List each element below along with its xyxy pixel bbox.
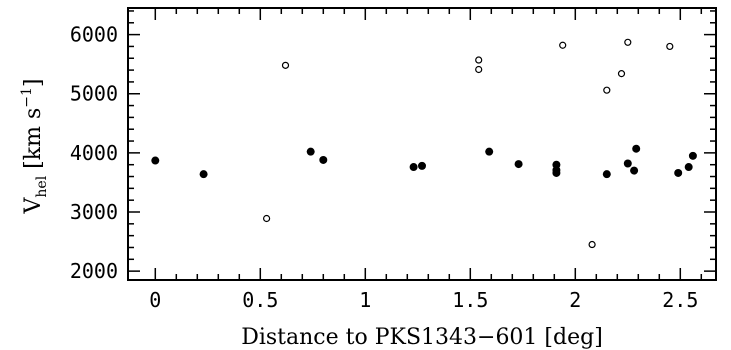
y-axis-units: [km s [21, 108, 46, 176]
x-tick-label: 0.5 [242, 288, 278, 312]
y-tick-label: 3000 [70, 200, 118, 224]
data-point-filled [602, 170, 611, 179]
data-point-open [588, 240, 596, 249]
data-point-open [263, 214, 271, 223]
x-tick-label: 1 [359, 288, 371, 312]
data-point-filled [552, 168, 561, 177]
data-point-filled [418, 161, 426, 170]
data-point-filled [514, 160, 523, 169]
data-point-filled [319, 155, 328, 164]
data-point-open [281, 61, 290, 69]
y-tick-label: 4000 [70, 141, 118, 165]
data-point-open [617, 70, 626, 78]
x-tick-label: 2 [569, 288, 581, 312]
data-point-filled [151, 156, 160, 165]
data-point-filled [630, 166, 639, 175]
x-tick-label: 0 [149, 288, 161, 312]
data-points [151, 38, 697, 249]
x-axis-title: Distance to PKS1343−601 [deg] [241, 325, 603, 350]
data-point-filled [199, 170, 208, 179]
y-tick-label: 5000 [70, 82, 118, 106]
data-point-filled [485, 147, 494, 156]
data-point-filled [623, 159, 632, 168]
y-axis-subscript: hel [34, 175, 50, 197]
axis-tick-labels: 0 0.5 1 1.5 2 2.5 2000 3000 4000 5000 6000 [70, 23, 699, 312]
data-point-filled [674, 168, 683, 177]
x-tick-label: 2.5 [662, 288, 698, 312]
data-point-open [475, 56, 483, 64]
y-axis-superscript: −1 [19, 87, 35, 108]
y-tick-label: 6000 [70, 23, 118, 47]
y-axis-symbol: V [21, 196, 46, 214]
y-axis-units-close: ] [21, 79, 46, 88]
y-tick-label: 2000 [70, 259, 118, 283]
data-point-open [603, 86, 611, 94]
data-point-open [559, 41, 567, 49]
data-point-filled [688, 151, 697, 160]
axis-ticks [128, 8, 716, 280]
data-point-open [624, 38, 632, 46]
data-point-filled [632, 144, 641, 153]
data-point-open [666, 42, 674, 51]
x-tick-label: 1.5 [452, 288, 488, 312]
y-axis-title: Vhel [km s−1] [19, 79, 50, 215]
data-point-open [475, 65, 483, 74]
data-point-filled [409, 163, 418, 172]
plot-frame [127, 7, 717, 281]
data-point-filled [684, 163, 693, 172]
data-point-filled [306, 147, 315, 156]
